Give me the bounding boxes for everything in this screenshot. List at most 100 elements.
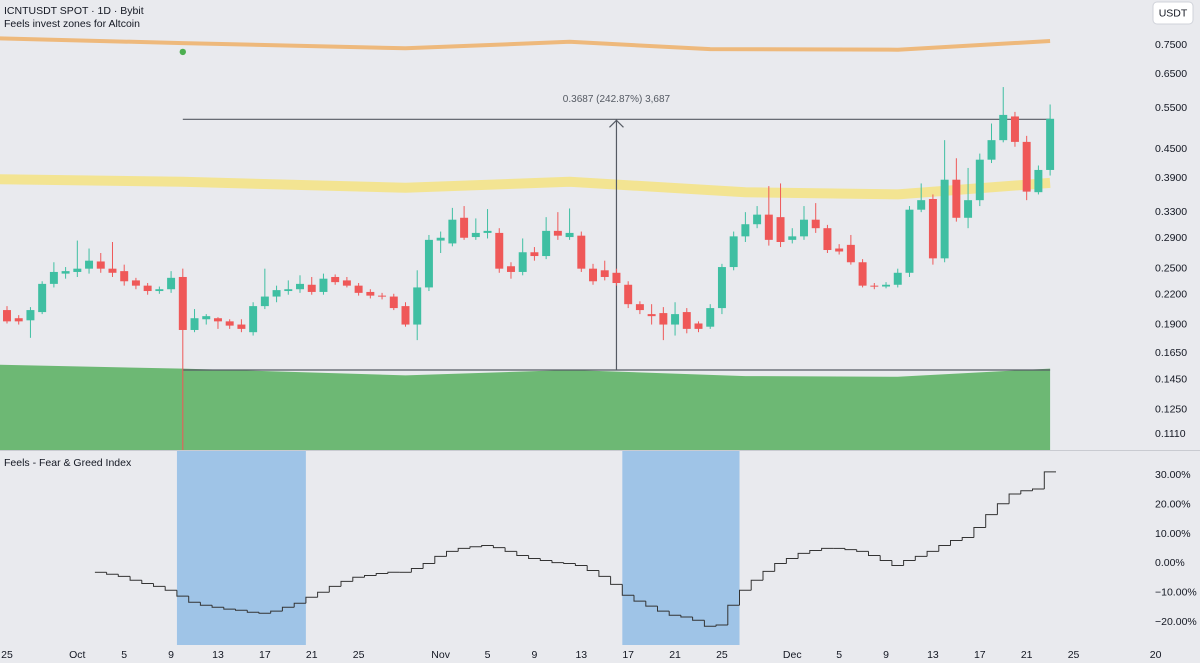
- x-tick-label: 5: [121, 649, 127, 661]
- candle-body: [870, 285, 879, 287]
- x-tick-label: 13: [212, 649, 224, 661]
- index-step: [211, 605, 224, 608]
- candle-body: [811, 219, 820, 229]
- candle-body: [155, 289, 164, 292]
- index-step: [176, 590, 189, 597]
- zone-highlight: [176, 451, 306, 645]
- index-step: [375, 573, 388, 576]
- candle-body: [319, 278, 328, 292]
- candle-body: [905, 209, 914, 273]
- candle-body: [506, 266, 515, 272]
- candle-body: [647, 314, 656, 317]
- index-step: [621, 584, 634, 596]
- measure-label: 0.3687 (242.87%) 3,687: [563, 94, 671, 105]
- y-tick-label: 0.7500: [1155, 39, 1187, 51]
- index-step: [199, 602, 213, 606]
- candle-body: [249, 306, 258, 333]
- zone-line: [0, 36, 1051, 52]
- index-step: [446, 550, 459, 557]
- candle-body: [413, 287, 422, 325]
- indicator-pane: [94, 451, 1056, 645]
- y-tick-label: 0.1900: [1155, 318, 1187, 330]
- candle-body: [96, 261, 105, 269]
- index-step: [586, 565, 599, 571]
- y-tick-label: 0.2200: [1155, 288, 1187, 300]
- candle-body: [823, 228, 832, 251]
- candle-body: [553, 230, 562, 236]
- candle-body: [835, 248, 844, 252]
- candle-body: [483, 230, 492, 233]
- index-step: [340, 580, 353, 587]
- index-step: [598, 570, 611, 577]
- candle-body: [3, 310, 11, 322]
- index-step: [492, 545, 506, 549]
- index-step: [657, 606, 670, 612]
- index-step: [328, 585, 341, 593]
- candle-body: [366, 291, 375, 296]
- candle-body: [682, 312, 691, 329]
- candle-body: [108, 268, 117, 273]
- zone-highlight: [622, 451, 740, 645]
- index-step: [235, 609, 248, 611]
- index-step: [856, 549, 869, 552]
- index-step: [715, 624, 728, 627]
- candle-body: [202, 316, 211, 320]
- index-step: [809, 550, 822, 554]
- index-step: [153, 583, 166, 587]
- y-tick-label: 0.5500: [1155, 102, 1187, 114]
- index-step: [703, 620, 717, 627]
- candle-body: [1034, 169, 1043, 193]
- candle-body: [589, 268, 598, 282]
- index-step: [961, 537, 974, 541]
- index-step: [481, 545, 494, 547]
- candle-body: [401, 306, 410, 325]
- candle-body: [565, 232, 574, 238]
- x-tick-label: 5: [836, 649, 842, 661]
- currency-label[interactable]: USDT: [1159, 7, 1188, 19]
- candle-body: [284, 289, 293, 292]
- index-step: [422, 563, 435, 569]
- candle-body: [975, 159, 984, 201]
- index-step: [1020, 490, 1033, 494]
- y-tick-label: 0.1110: [1155, 428, 1186, 440]
- index-step: [270, 610, 283, 614]
- currency-button[interactable]: [1152, 1, 1194, 25]
- candle-body: [448, 219, 457, 244]
- index-step: [469, 546, 482, 549]
- x-tick-label: 25: [716, 649, 728, 661]
- candle-body: [858, 262, 867, 286]
- y-tick-label: 0.3900: [1155, 172, 1187, 184]
- candle-body: [964, 200, 973, 218]
- index-step: [516, 551, 529, 556]
- candle-body: [917, 200, 926, 210]
- index-step: [141, 580, 154, 584]
- index-step: [563, 562, 576, 564]
- x-tick-label: 9: [168, 649, 174, 661]
- x-tick-label: 21: [1021, 649, 1033, 661]
- x-tick-label: 20: [1150, 649, 1162, 661]
- index-step: [457, 547, 470, 552]
- chart-title: ICNTUSDT SPOT · 1D · Bybit: [4, 5, 144, 17]
- candle-body: [788, 236, 797, 240]
- index-step: [410, 568, 424, 573]
- y-tick-label: 0.2900: [1155, 232, 1187, 244]
- index-step: [364, 575, 377, 578]
- candle-body: [518, 252, 527, 272]
- candle-body: [893, 272, 902, 285]
- candle-body: [800, 219, 808, 237]
- index-step: [528, 555, 541, 559]
- candle-body: [846, 244, 855, 263]
- y-tick-label: 0.3300: [1155, 206, 1187, 218]
- candle-body: [999, 114, 1008, 141]
- index-step: [1032, 488, 1045, 491]
- index-step: [973, 527, 986, 538]
- candle-body: [471, 232, 480, 238]
- index-step: [797, 552, 810, 559]
- candle-body: [296, 283, 304, 290]
- index-step: [633, 595, 646, 602]
- x-tick-label: 21: [306, 649, 318, 661]
- index-step: [926, 550, 939, 557]
- indicator-title: Feels - Fear & Greed Index: [4, 457, 132, 469]
- candle-body: [741, 224, 750, 237]
- candle-body: [928, 199, 937, 259]
